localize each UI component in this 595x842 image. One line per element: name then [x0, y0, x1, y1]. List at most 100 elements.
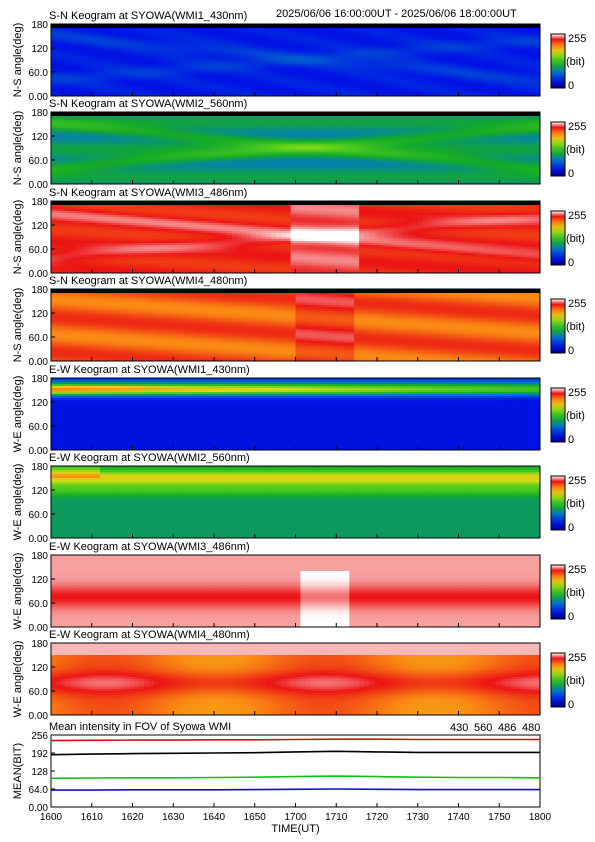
heatmap-cell [495, 40, 502, 43]
heatmap-cell [251, 34, 257, 37]
heatmap-cell [407, 34, 414, 37]
heatmap-cell [139, 30, 145, 33]
heatmap-cell [417, 38, 424, 41]
heatmap-cell [432, 38, 438, 41]
heatmap-cell [256, 32, 262, 35]
heatmap-cell [75, 34, 81, 37]
heatmap-cell [530, 32, 536, 35]
heatmap-cell [500, 34, 507, 37]
heatmap-cell [285, 34, 292, 37]
heatmap-cell [280, 42, 287, 45]
heatmap-cell [85, 32, 91, 35]
heatmap-cell [334, 38, 340, 41]
heatmap-cell [354, 44, 360, 47]
heatmap-cell [491, 42, 497, 45]
heatmap-cell [134, 38, 140, 41]
heatmap-cell [236, 38, 243, 41]
heatmap-cell [65, 38, 71, 41]
heatmap-cell [305, 36, 311, 39]
heatmap-cell [275, 34, 282, 37]
heatmap-cell [266, 28, 272, 31]
heatmap-cell [236, 44, 243, 47]
heatmap-cell [373, 28, 380, 31]
heatmap-cell [51, 42, 57, 45]
heatmap-cell [491, 30, 497, 33]
heatmap-cell [197, 32, 203, 35]
heatmap-cell [261, 40, 267, 43]
heatmap-cell [315, 42, 321, 45]
heatmap-cell [500, 38, 507, 41]
heatmap-cell [168, 30, 174, 33]
heatmap-cell [173, 38, 179, 41]
heatmap-cell [447, 34, 453, 37]
heatmap-cell [378, 30, 384, 33]
heatmap-cell [481, 28, 487, 31]
heatmap-cell [422, 34, 428, 37]
heatmap-cell [104, 28, 111, 31]
heatmap-cell [207, 38, 213, 41]
heatmap-cell [148, 38, 155, 41]
heatmap-cell [344, 40, 350, 43]
heatmap-cell [315, 44, 321, 47]
heatmap-cell [139, 42, 145, 45]
heatmap-cell [85, 42, 91, 45]
heatmap-cell [461, 30, 468, 33]
heatmap-cell [275, 38, 282, 41]
heatmap-cell [393, 28, 399, 31]
heatmap-cell [417, 32, 424, 35]
heatmap-cell [349, 32, 355, 35]
heatmap-cell [447, 32, 453, 35]
heatmap-cell [173, 40, 179, 43]
heatmap-cell [55, 30, 62, 33]
heatmap-cell [109, 34, 115, 37]
heatmap-cell [246, 28, 252, 31]
heatmap-cell [398, 42, 404, 45]
heatmap-cell [119, 36, 125, 39]
heatmap-cell [173, 32, 179, 35]
heatmap-cell [417, 28, 424, 31]
heatmap-cell [251, 32, 257, 35]
heatmap-cell [451, 36, 458, 39]
heatmap-cell [109, 40, 115, 43]
heatmap-cell [197, 44, 203, 47]
heatmap-cell [295, 36, 301, 39]
y-axis-label: N-S angle(deg) [12, 23, 24, 98]
heatmap-cell [393, 44, 399, 47]
heatmap-cell [285, 30, 292, 33]
heatmap-cell [476, 30, 482, 33]
colorbar-unit-label: (bit) [566, 56, 585, 68]
heatmap-cell [398, 38, 404, 41]
heatmap-cell [266, 44, 272, 47]
heatmap-cell [246, 34, 252, 37]
heatmap-cell [383, 34, 389, 37]
heatmap-cell [187, 28, 194, 31]
heatmap-cell [90, 32, 96, 35]
heatmap-cell [158, 28, 164, 31]
heatmap-cell [451, 28, 458, 31]
heatmap-cell [339, 34, 345, 37]
heatmap-cell [95, 38, 101, 41]
heatmap-cell [192, 42, 199, 45]
heatmap-cell [148, 30, 155, 33]
heatmap-cell [70, 44, 76, 47]
heatmap-cell [227, 38, 233, 41]
heatmap-cell [85, 36, 91, 39]
heatmap-cell [515, 42, 521, 45]
heatmap-cell [251, 38, 257, 41]
heatmap-cell [437, 32, 443, 35]
heatmap-cell [222, 44, 228, 47]
heatmap-cell [168, 38, 174, 41]
heatmap-cell [456, 42, 463, 45]
heatmap-cell [495, 34, 502, 37]
heatmap-cell [407, 44, 414, 47]
heatmap-cell [403, 36, 409, 39]
colorbar-max-label: 255 [568, 33, 586, 45]
heatmap-cell [114, 34, 120, 37]
heatmap-cell [486, 32, 492, 35]
heatmap-cell [515, 30, 521, 33]
heatmap-cell [505, 44, 512, 47]
heatmap-cell [212, 28, 218, 31]
heatmap-cell [207, 40, 213, 43]
heatmap-cell [65, 40, 71, 43]
heatmap-cell [310, 34, 316, 37]
